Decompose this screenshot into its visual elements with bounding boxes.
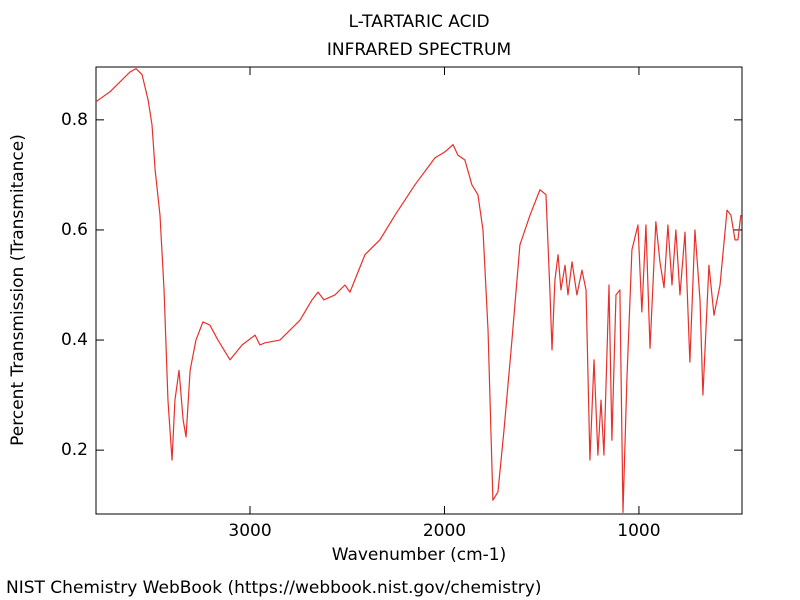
y-tick-label: 0.2 xyxy=(61,440,88,460)
y-axis-label: Percent Transmission (Transmitance) xyxy=(8,134,28,446)
source-note: NIST Chemistry WebBook (https://webbook.… xyxy=(6,578,541,598)
y-tick-label: 0.6 xyxy=(61,220,88,240)
chart-title: L-TARTARIC ACID xyxy=(348,12,489,32)
spectrum-line xyxy=(95,68,742,513)
y-tick-label: 0.4 xyxy=(61,330,88,350)
plot-frame xyxy=(95,66,743,515)
y-tick-label: 0.8 xyxy=(61,110,88,130)
x-axis-label: Wavenumber (cm-1) xyxy=(332,545,507,565)
x-tick-label: 3000 xyxy=(228,521,271,541)
x-tick-label: 2000 xyxy=(423,521,466,541)
x-tick-label: 1000 xyxy=(617,521,660,541)
chart-subtitle: INFRARED SPECTRUM xyxy=(327,40,511,60)
